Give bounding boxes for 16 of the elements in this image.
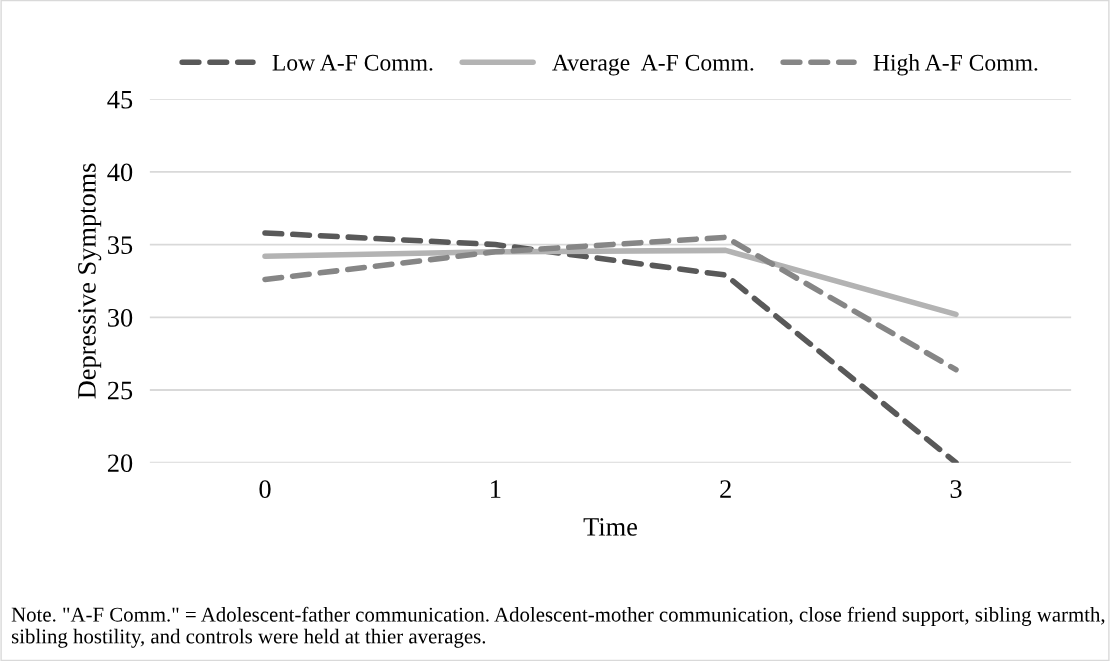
- y-axis-title: Depressive Symptoms: [78, 163, 102, 399]
- legend-label: High A-F Comm.: [873, 54, 1038, 76]
- y-tick-label: 20: [107, 454, 133, 473]
- y-tick-label: 45: [107, 90, 133, 109]
- x-tick-label: 3: [950, 480, 962, 498]
- legend-label: Low A-F Comm.: [272, 54, 433, 71]
- text: Note. "A-F Comm." = Adolescent-father communication. Adolescent-mother communication, close friend support, sibling warmth, sibling hostility, and controls were held at thier averages.: [11, 606, 1105, 648]
- y-tick-label: 35: [108, 236, 133, 254]
- x-tick-label: 2: [720, 480, 731, 498]
- y-tick-label: 40: [107, 163, 133, 182]
- x-tick-label: 1: [491, 480, 501, 498]
- x-axis-title: Time: [583, 518, 637, 536]
- y-tick-label: 30: [108, 308, 133, 327]
- y-tick-label: 25: [107, 381, 133, 400]
- x-tick-label: 0: [259, 480, 271, 498]
- legend-label: Average A-F Comm.: [552, 54, 754, 76]
